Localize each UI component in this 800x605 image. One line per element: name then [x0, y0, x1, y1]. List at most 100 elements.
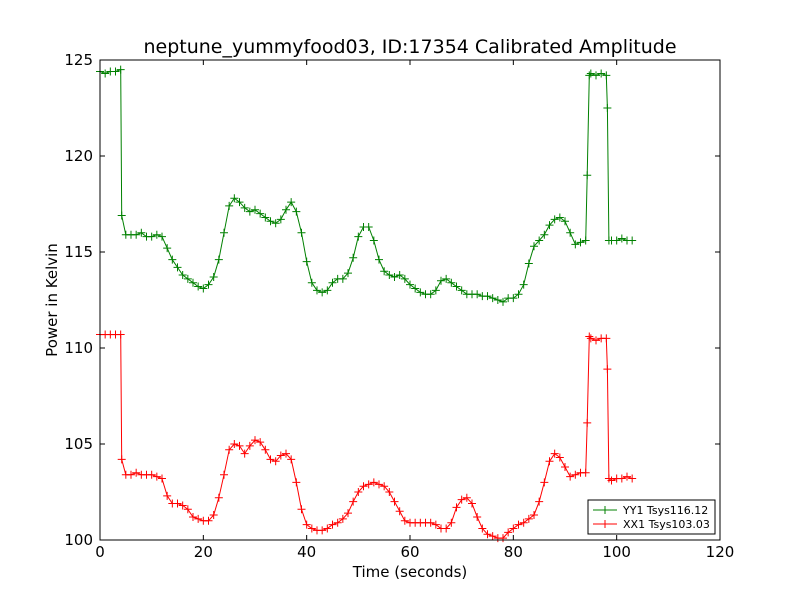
- data-point: [276, 215, 285, 224]
- data-point: [519, 518, 528, 527]
- data-point: [194, 514, 203, 523]
- chart-title: neptune_yummyfood03, ID:17354 Calibrated…: [143, 36, 676, 58]
- data-point: [473, 512, 482, 521]
- legend-entry: XX1 Tsys103.03: [593, 518, 710, 531]
- data-point: [147, 470, 156, 479]
- data-point: [571, 240, 580, 249]
- data-point: [338, 514, 347, 523]
- y-tick-label: 100: [64, 531, 93, 549]
- x-tick-label: 120: [706, 543, 735, 561]
- legend-marker: [601, 506, 609, 514]
- data-point: [488, 294, 497, 303]
- data-point: [628, 474, 637, 483]
- data-point: [603, 104, 612, 112]
- data-point: [452, 503, 461, 512]
- data-point: [602, 71, 611, 80]
- y-axis-label: Power in Kelvin: [43, 243, 61, 357]
- data-point: [364, 480, 373, 489]
- data-point: [318, 288, 327, 297]
- data-point: [163, 491, 172, 500]
- data-point: [318, 526, 327, 535]
- data-point: [483, 530, 492, 539]
- data-point: [137, 228, 146, 237]
- data-point: [116, 330, 125, 339]
- x-tick-label: 60: [400, 543, 419, 561]
- data-point: [204, 516, 213, 525]
- data-point: [173, 263, 182, 272]
- data-point: [245, 441, 254, 450]
- data-point: [426, 290, 435, 299]
- data-point: [380, 267, 389, 276]
- data-point: [127, 470, 135, 479]
- data-point: [585, 71, 594, 80]
- x-tick-label: 0: [95, 543, 105, 561]
- data-point: [457, 286, 466, 295]
- data-point: [380, 482, 389, 491]
- data-point: [519, 280, 528, 289]
- data-point: [535, 497, 544, 506]
- data-point: [583, 171, 592, 180]
- data-point: [581, 468, 590, 477]
- data-point: [385, 271, 394, 280]
- data-point: [617, 474, 626, 483]
- data-point: [302, 520, 311, 529]
- data-point: [566, 472, 575, 481]
- data-point: [240, 449, 249, 458]
- data-point: [204, 280, 213, 289]
- data-point: [437, 276, 445, 285]
- data-point: [101, 69, 110, 78]
- y-tick-label: 105: [64, 435, 93, 453]
- data-point: [307, 278, 316, 287]
- data-point: [225, 445, 234, 454]
- data-point: [504, 528, 513, 537]
- data-point: [292, 207, 301, 216]
- data-point: [276, 451, 285, 460]
- data-point: [545, 221, 554, 230]
- data-point: [416, 288, 425, 297]
- data-point: [566, 228, 575, 237]
- data-point: [323, 286, 332, 295]
- data-point: [514, 520, 523, 529]
- data-point: [328, 520, 337, 529]
- data-point: [132, 468, 141, 477]
- data-point: [214, 493, 223, 502]
- y-tick-label: 115: [64, 243, 93, 261]
- data-point: [220, 228, 228, 237]
- series-0: [96, 65, 637, 306]
- data-point: [628, 236, 637, 245]
- data-point: [617, 234, 626, 243]
- data-point: [209, 511, 218, 520]
- legend-label: YY1 Tsys116.12: [622, 504, 708, 517]
- data-point: [117, 211, 126, 220]
- data-point: [287, 198, 296, 207]
- data-point: [116, 65, 125, 74]
- data-point: [447, 278, 456, 287]
- data-point: [158, 232, 166, 241]
- data-point: [561, 463, 569, 472]
- x-tick-label: 20: [194, 543, 213, 561]
- data-point: [452, 282, 461, 291]
- data-point: [173, 499, 182, 508]
- data-point: [307, 524, 316, 533]
- y-tick-label: 120: [64, 147, 93, 165]
- data-point: [607, 476, 616, 485]
- data-point: [530, 242, 538, 251]
- data-point: [323, 524, 332, 533]
- data-point: [338, 274, 347, 283]
- data-point: [581, 236, 590, 245]
- data-point: [261, 213, 270, 222]
- data-point: [390, 497, 399, 506]
- data-point: [499, 297, 507, 306]
- data-point: [442, 274, 451, 283]
- data-point: [483, 292, 492, 301]
- data-point: [235, 441, 244, 450]
- data-point: [524, 514, 533, 523]
- data-point: [462, 493, 471, 502]
- data-point: [344, 509, 352, 518]
- data-point: [282, 205, 290, 214]
- data-point: [230, 440, 239, 448]
- data-point: [545, 457, 554, 466]
- data-point: [271, 457, 280, 466]
- legend-box: [587, 499, 716, 535]
